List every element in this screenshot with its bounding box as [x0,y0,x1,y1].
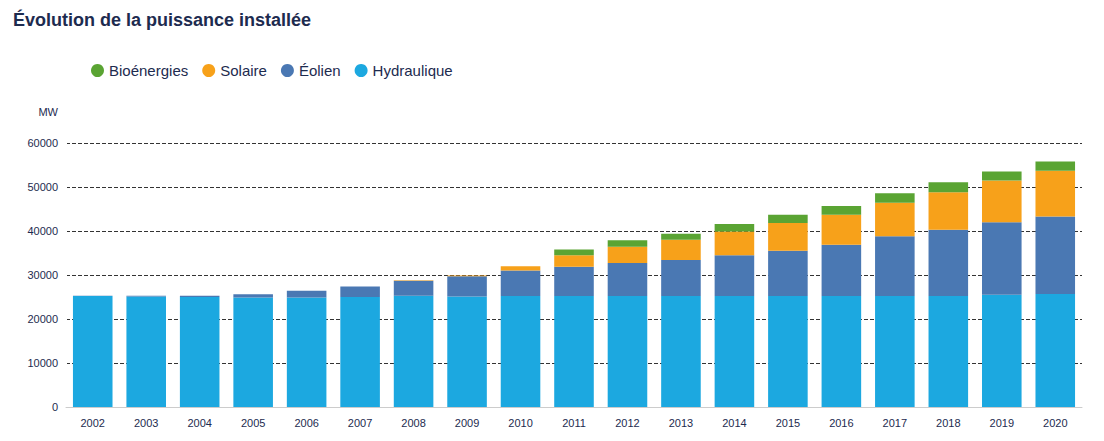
svg-text:10000: 10000 [27,357,58,369]
svg-text:2010: 2010 [508,417,532,429]
svg-text:Évolution de la puissance inst: Évolution de la puissance installée [13,9,311,30]
svg-text:20000: 20000 [27,313,58,325]
svg-text:2013: 2013 [669,417,693,429]
svg-text:60000: 60000 [27,137,58,149]
svg-text:2012: 2012 [615,417,639,429]
svg-text:2005: 2005 [241,417,265,429]
svg-text:Éolien: Éolien [299,62,341,79]
svg-text:2017: 2017 [883,417,907,429]
svg-text:2014: 2014 [722,417,746,429]
svg-text:2011: 2011 [562,417,586,429]
svg-text:2020: 2020 [1043,417,1067,429]
svg-text:2018: 2018 [936,417,960,429]
svg-text:2008: 2008 [401,417,425,429]
svg-text:Bioénergies: Bioénergies [109,62,188,79]
svg-text:2002: 2002 [80,417,104,429]
svg-text:2007: 2007 [348,417,372,429]
svg-text:Hydraulique: Hydraulique [373,62,453,79]
svg-text:2004: 2004 [187,417,211,429]
svg-text:40000: 40000 [27,225,58,237]
svg-text:MW: MW [38,106,58,118]
svg-text:50000: 50000 [27,181,58,193]
svg-text:2006: 2006 [294,417,318,429]
svg-text:0: 0 [52,401,58,413]
svg-text:2015: 2015 [776,417,800,429]
svg-text:Solaire: Solaire [220,62,267,79]
svg-text:2003: 2003 [134,417,158,429]
svg-text:2019: 2019 [990,417,1014,429]
svg-text:2009: 2009 [455,417,479,429]
svg-text:2016: 2016 [829,417,853,429]
svg-text:30000: 30000 [27,269,58,281]
